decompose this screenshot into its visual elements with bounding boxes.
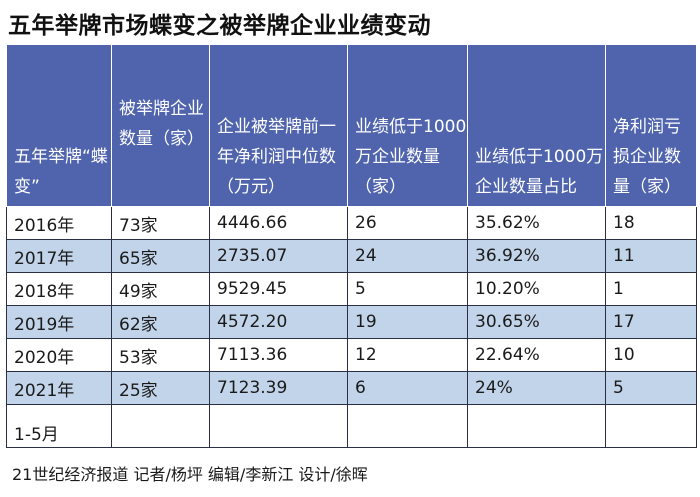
cell-count: 65家 — [111, 239, 210, 273]
cell-loss: 5 — [605, 371, 697, 405]
cell-year: 2021年 — [6, 371, 112, 405]
cell-year: 2017年 — [6, 239, 112, 273]
performance-table: 五年举牌“蝶变” 被举牌企业数量（家） 企业被举牌前一年净利润中位数（万元） 业… — [6, 44, 697, 448]
cell-year: 2016年 — [6, 206, 112, 240]
cell-year: 2018年 — [6, 272, 112, 306]
header-low-profit-ratio: 业绩低于1000万企业数量占比 — [467, 44, 606, 207]
cell-loss: 10 — [605, 338, 697, 372]
cell-count: 53家 — [111, 338, 210, 372]
cell-empty — [209, 404, 348, 448]
cell-loss: 18 — [605, 206, 697, 240]
header-low-profit-count: 业绩低于1000万企业数量（家） — [347, 44, 468, 207]
cell-year: 2020年 — [6, 338, 112, 372]
cell-median: 4572.20 — [209, 305, 348, 339]
cell-low-ratio: 22.64% — [467, 338, 606, 372]
table-row: 2017年 65家 2735.07 24 36.92% 11 — [6, 239, 697, 273]
cell-loss: 17 — [605, 305, 697, 339]
cell-empty — [605, 404, 697, 448]
cell-low-ratio: 24% — [467, 371, 606, 405]
table-row: 2021年 25家 7123.39 6 24% 5 — [6, 371, 697, 405]
cell-median: 7123.39 — [209, 371, 348, 405]
cell-median: 4446.66 — [209, 206, 348, 240]
cell-low-ratio: 30.65% — [467, 305, 606, 339]
cell-median: 7113.36 — [209, 338, 348, 372]
cell-empty — [467, 404, 606, 448]
cell-empty — [347, 404, 468, 448]
header-year: 五年举牌“蝶变” — [6, 44, 112, 207]
table-row-continuation: 1-5月 — [6, 404, 697, 448]
table-row: 2019年 62家 4572.20 19 30.65% 17 — [6, 305, 697, 339]
header-loss-count: 净利润亏损企业数量（家） — [605, 44, 697, 207]
cell-loss: 11 — [605, 239, 697, 273]
page-title: 五年举牌市场蝶变之被举牌企业业绩变动 — [8, 13, 431, 39]
cell-count: 49家 — [111, 272, 210, 306]
cell-median: 9529.45 — [209, 272, 348, 306]
cell-low-count: 24 — [347, 239, 468, 273]
cell-count: 62家 — [111, 305, 210, 339]
header-company-count: 被举牌企业数量（家） — [111, 44, 210, 207]
cell-empty — [111, 404, 210, 448]
table-row: 2018年 49家 9529.45 5 10.20% 1 — [6, 272, 697, 306]
cell-low-count: 19 — [347, 305, 468, 339]
table-row: 2016年 73家 4446.66 26 35.62% 18 — [6, 206, 697, 240]
cell-median: 2735.07 — [209, 239, 348, 273]
cell-low-ratio: 36.92% — [467, 239, 606, 273]
header-median-profit: 企业被举牌前一年净利润中位数（万元） — [209, 44, 348, 207]
cell-low-count: 5 — [347, 272, 468, 306]
cell-low-count: 12 — [347, 338, 468, 372]
table-row: 2020年 53家 7113.36 12 22.64% 10 — [6, 338, 697, 372]
cell-low-count: 26 — [347, 206, 468, 240]
cell-low-ratio: 10.20% — [467, 272, 606, 306]
header-row: 五年举牌“蝶变” 被举牌企业数量（家） 企业被举牌前一年净利润中位数（万元） 业… — [6, 44, 697, 207]
cell-low-count: 6 — [347, 371, 468, 405]
cell-count: 73家 — [111, 206, 210, 240]
cell-year-continuation: 1-5月 — [6, 404, 112, 448]
cell-year: 2019年 — [6, 305, 112, 339]
cell-count: 25家 — [111, 371, 210, 405]
cell-loss: 1 — [605, 272, 697, 306]
credit-line: 21世纪经济报道 记者/杨坪 编辑/李新江 设计/徐晖 — [12, 465, 368, 484]
cell-low-ratio: 35.62% — [467, 206, 606, 240]
